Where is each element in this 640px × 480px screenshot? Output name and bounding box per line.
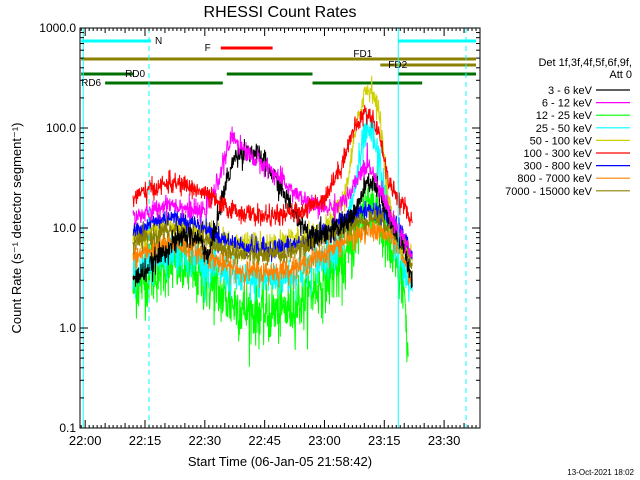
legend-label: 50 - 100 keV <box>530 135 593 147</box>
x-tick-label: 23:30 <box>428 433 461 448</box>
flag-label-n: N <box>155 36 162 47</box>
legend-label: 100 - 300 keV <box>524 148 593 160</box>
y-axis-label: Count Rate (s⁻¹ detector segment⁻¹) <box>9 123 24 334</box>
legend-label: 7000 - 15000 keV <box>505 186 593 198</box>
series-line-12-25-kev <box>132 164 409 367</box>
flag-bars: NFFD1FD2RD0RD6 <box>81 36 477 89</box>
legend: Det 1f,3f,4f,5f,6f,9f, Att 0 3 - 6 keV6 … <box>505 57 632 198</box>
series-line-6-12-kev <box>132 126 413 259</box>
attenuator-vlines <box>82 28 467 428</box>
flag-label-f: F <box>205 43 211 54</box>
x-tick-label: 23:15 <box>368 433 401 448</box>
y-tick-label: 100.0 <box>46 121 76 135</box>
flag-label-fd1: FD1 <box>353 49 372 60</box>
series-line-7000-15000-kev <box>132 207 413 270</box>
legend-label: 6 - 12 keV <box>542 98 593 110</box>
y-tick-label: 1000.0 <box>39 21 76 35</box>
legend-label: 25 - 50 keV <box>536 123 593 135</box>
legend-label: 800 - 7000 keV <box>517 173 592 185</box>
x-tick-label: 22:30 <box>189 433 222 448</box>
x-tick-label: 23:00 <box>308 433 341 448</box>
flag-label-rd0: RD0 <box>125 69 145 80</box>
x-tick-label: 22:15 <box>129 433 162 448</box>
series-line-100-300-kev <box>132 104 413 227</box>
x-axis: 22:00 22:15 22:30 22:45 23:00 23:15 23:30 <box>69 28 481 448</box>
series-lines <box>132 75 413 367</box>
y-axis: 0.1 1.0 10.0 100.0 1000.0 <box>39 21 480 435</box>
flag-label-rd6: RD6 <box>81 78 101 89</box>
legend-label: 12 - 25 keV <box>536 110 593 122</box>
legend-label: 300 - 800 keV <box>524 161 593 173</box>
y-tick-label: 10.0 <box>53 221 77 235</box>
series-line-300-800-kev <box>132 199 413 262</box>
footer-date: 13-Oct-2021 18:02 <box>567 468 634 477</box>
x-tick-label: 22:00 <box>69 433 102 448</box>
legend-label: 3 - 6 keV <box>548 85 593 97</box>
x-tick-label: 22:45 <box>248 433 281 448</box>
y-tick-label: 0.1 <box>59 421 76 435</box>
legend-header-line2: Att 0 <box>609 69 632 81</box>
x-axis-label: Start Time (06-Jan-05 21:58:42) <box>188 454 372 469</box>
chart-title: RHESSI Count Rates <box>204 4 357 21</box>
y-tick-label: 1.0 <box>59 321 76 335</box>
series-line-50-100-kev <box>132 75 413 267</box>
legend-header-line1: Det 1f,3f,4f,5f,6f,9f, <box>538 57 632 69</box>
